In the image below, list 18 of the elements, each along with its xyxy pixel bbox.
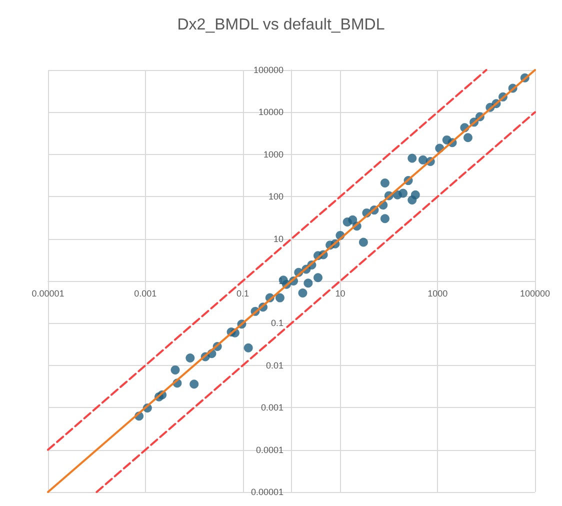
y-tick-label: 1000: [263, 149, 284, 160]
y-tick-label: 100: [268, 192, 284, 202]
x-tick-label: 0.1: [236, 288, 250, 298]
x-tick-label: 0.00001: [32, 288, 64, 298]
y-tick-label: 100000: [253, 65, 284, 75]
y-tick-label: 0.00001: [250, 487, 284, 497]
x-tick-label: 100000: [520, 288, 550, 298]
y-tick-label: 0.001: [260, 402, 284, 413]
x-tick-label: 10: [335, 288, 346, 298]
y-tick-label: 0.0001: [256, 444, 284, 455]
x-tick-label: 1000: [428, 288, 448, 298]
y-tick-label: 1: [278, 276, 284, 286]
chart-title: Dx2_BMDL vs default_BMDL: [177, 16, 385, 34]
y-tick-label: 0.01: [266, 360, 284, 370]
y-tick-label: 10000: [258, 107, 284, 118]
y-tick-label: 10: [273, 234, 284, 244]
x-tick-label: 0.001: [134, 288, 157, 298]
y-tick-label: 0.1: [270, 318, 284, 328]
